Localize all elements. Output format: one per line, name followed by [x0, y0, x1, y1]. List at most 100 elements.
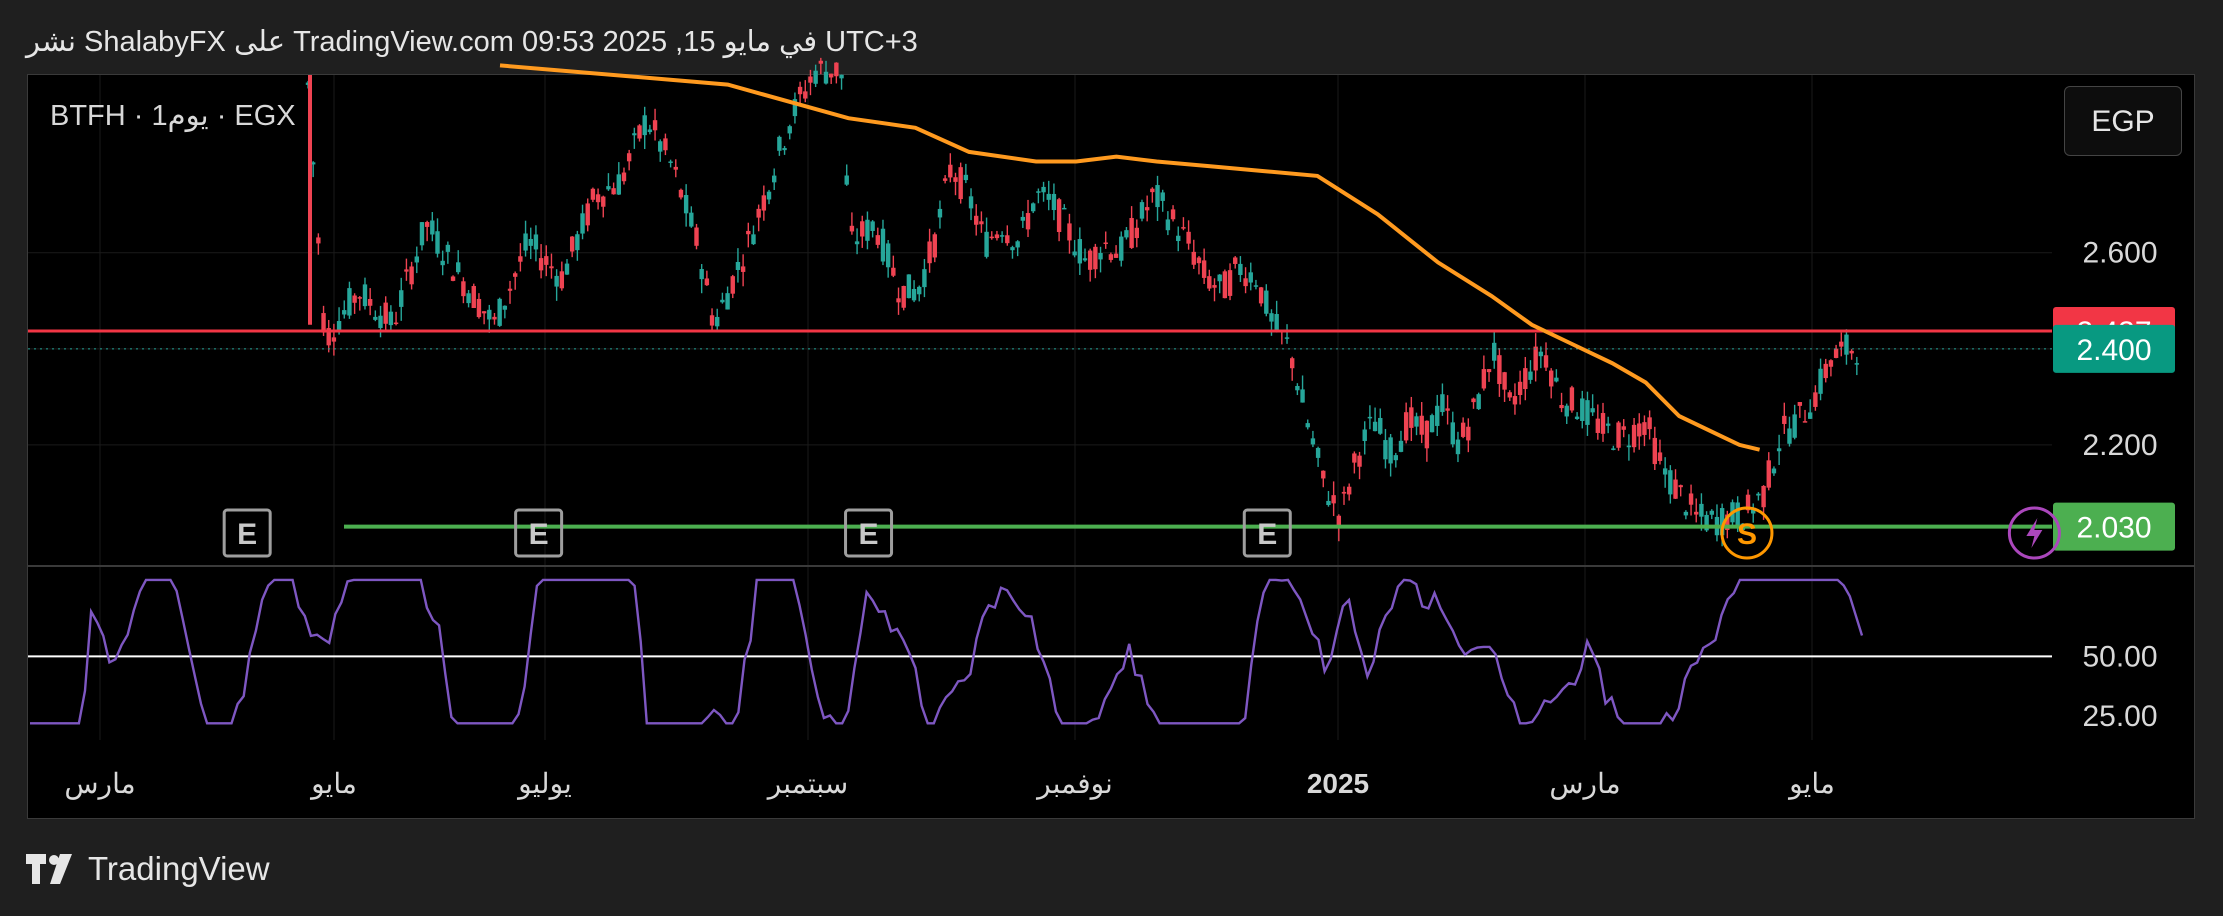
- candle-body: [1310, 438, 1316, 445]
- candle-body: [1652, 437, 1657, 465]
- candle-body: [549, 266, 554, 269]
- candle-body: [834, 62, 839, 77]
- candle-body: [1113, 253, 1119, 258]
- currency-button[interactable]: EGP: [2064, 86, 2182, 156]
- candle-body: [1854, 363, 1860, 365]
- candle-body: [1217, 274, 1222, 282]
- candle-body: [1564, 405, 1569, 417]
- candle-body: [316, 237, 321, 244]
- candle-body: [456, 262, 461, 273]
- support-price-label: 2.030: [2076, 512, 2151, 545]
- candle-body: [1440, 394, 1445, 413]
- candle-body: [606, 186, 611, 190]
- candle-body: [772, 175, 777, 183]
- candle-body: [885, 243, 891, 268]
- candle-body: [1284, 337, 1290, 339]
- moving-average-line: [499, 63, 1761, 452]
- candle-body: [471, 286, 476, 309]
- candle-body: [1761, 485, 1766, 508]
- candle-body: [1388, 437, 1393, 464]
- candle-body: [1248, 272, 1253, 283]
- candle-body: [694, 227, 699, 246]
- candle-body: [626, 153, 632, 162]
- current-price-label: 2.400: [2076, 334, 2151, 367]
- candle-body: [1802, 421, 1808, 423]
- candle-body: [901, 285, 906, 308]
- candle-body: [476, 298, 482, 318]
- candle-body: [430, 220, 435, 235]
- candle-body: [1315, 447, 1321, 458]
- candle-body: [388, 311, 394, 326]
- candle-body: [1787, 428, 1792, 444]
- candle-body: [658, 141, 663, 152]
- candle-body: [1460, 422, 1466, 437]
- candle-body: [362, 284, 368, 307]
- earnings-badge-letter: E: [1257, 518, 1277, 551]
- candle-body: [699, 269, 704, 280]
- candle-body: [1605, 423, 1611, 426]
- candle-body: [1269, 313, 1274, 322]
- candle-body: [735, 261, 741, 270]
- candle-body: [813, 70, 818, 84]
- candle-body: [1466, 426, 1471, 441]
- candle-body: [1093, 246, 1098, 270]
- grid-lines: [28, 75, 2195, 740]
- candle-body: [720, 299, 725, 303]
- candle-body: [974, 215, 979, 225]
- candle-body: [989, 236, 994, 239]
- candle-body: [1051, 193, 1057, 211]
- candle-body: [1258, 287, 1264, 304]
- candle-body: [595, 194, 601, 203]
- chart-frame[interactable]: [27, 74, 2195, 819]
- candle-body: [326, 328, 331, 346]
- candle-body: [922, 269, 927, 288]
- candle-body: [513, 273, 518, 277]
- candle-body: [1015, 241, 1020, 248]
- candle-body: [1839, 341, 1844, 347]
- candle-body: [1186, 231, 1191, 244]
- candle-body: [1139, 202, 1145, 219]
- candle-body: [1072, 251, 1077, 256]
- candle-body: [818, 60, 824, 64]
- candle-body: [1036, 191, 1041, 193]
- candle-body: [445, 244, 451, 252]
- candle-body: [616, 174, 621, 195]
- candle-body: [917, 286, 922, 295]
- candle-body: [740, 266, 746, 272]
- candle-body: [1673, 479, 1678, 499]
- candle-body: [683, 195, 689, 214]
- candle-body: [1227, 270, 1233, 296]
- candle-body: [393, 322, 399, 325]
- candle-body: [1585, 400, 1590, 425]
- candle-body: [1818, 368, 1823, 394]
- candle-body: [984, 231, 989, 257]
- candle-body: [347, 288, 352, 316]
- candle-body: [1502, 372, 1507, 390]
- candle-body: [709, 315, 715, 326]
- earnings-badge-letter: E: [237, 518, 257, 551]
- candle-body: [875, 235, 880, 245]
- candle-body: [497, 298, 502, 326]
- candle-body: [1823, 363, 1828, 379]
- candle-body: [1176, 235, 1181, 242]
- candle-body: [1445, 408, 1450, 411]
- candle-body: [632, 133, 637, 136]
- candle-body: [1497, 355, 1502, 385]
- candle-body: [419, 222, 425, 246]
- candle-body: [1507, 392, 1512, 398]
- candle-body: [1554, 377, 1559, 382]
- candle-body: [1336, 515, 1342, 528]
- candle-body: [1087, 250, 1093, 270]
- candle-body: [1528, 371, 1533, 380]
- candle-body: [803, 91, 808, 99]
- candle-body: [1450, 422, 1455, 445]
- current-price-label-bg: [2053, 324, 2175, 373]
- candle-body: [1771, 468, 1777, 474]
- candle-body: [1435, 405, 1440, 426]
- candle-body: [1031, 203, 1036, 212]
- candle-body: [1129, 218, 1134, 248]
- candle-body: [1424, 420, 1430, 449]
- candle-body: [1580, 398, 1585, 421]
